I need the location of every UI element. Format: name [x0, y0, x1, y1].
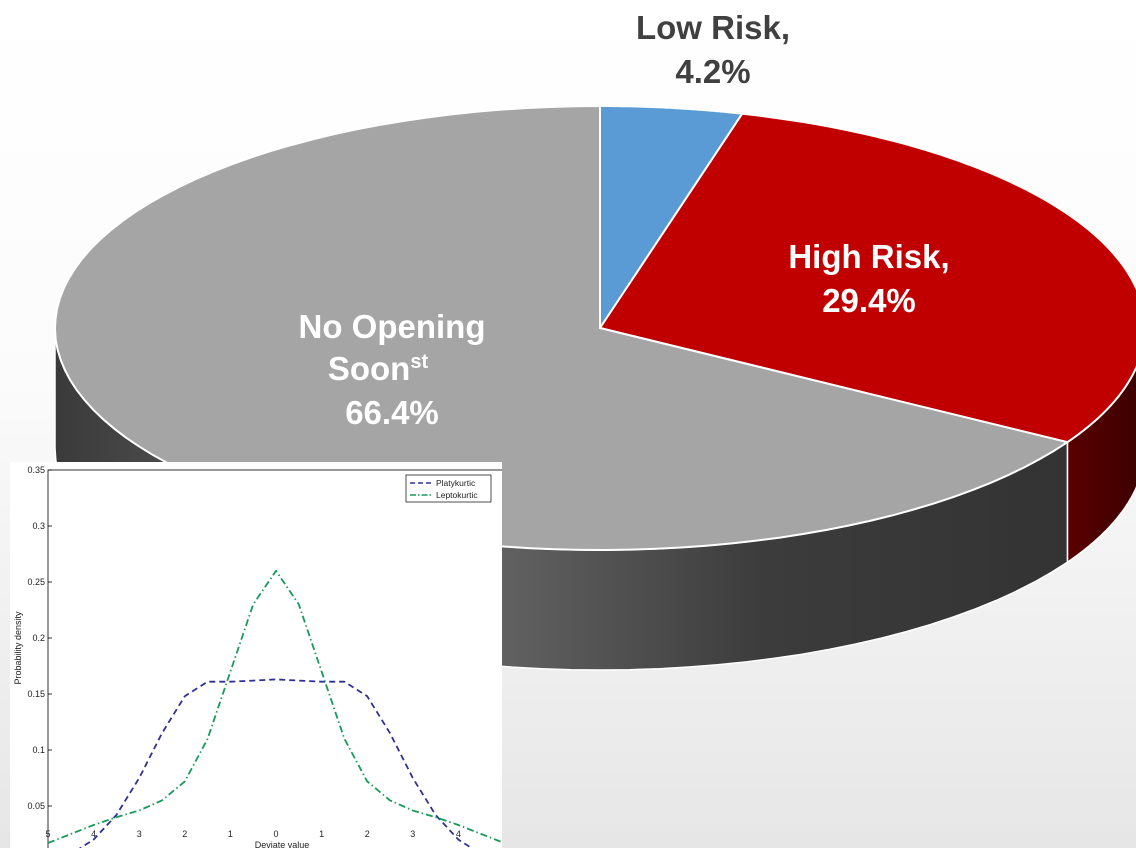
x-tick-label: 1	[228, 829, 233, 839]
no-opening-value: 66.4%	[345, 394, 439, 431]
pie-slice-0	[599, 105, 744, 332]
plot-lines	[47, 569, 502, 848]
y-tick-label: 0.05	[27, 801, 45, 811]
pie-labels: Low Risk, 4.2% High Risk, 29.4% No Openi…	[299, 9, 950, 431]
low-risk-value: 4.2%	[675, 53, 750, 90]
plot-frame	[47, 469, 502, 848]
legend: Platykurtic Leptokurtic	[405, 474, 492, 503]
density-plot-inset: 0 0.05 0.1 0.15 0.2 0.25 0.3 0.35 5 4 3 2 1 0 1 2 3 4 5 P…	[10, 462, 502, 848]
no-opening-label: No Opening	[299, 308, 486, 345]
legend-label-leptokurtic: Leptokurtic	[436, 490, 478, 500]
soon-label: Soonst	[328, 350, 429, 387]
series-line-leptokurtic	[47, 569, 502, 844]
high-risk-value: 29.4%	[822, 282, 916, 319]
density-plot: 0 0.05 0.1 0.15 0.2 0.25 0.3 0.35 5 4 3 2 1 0 1 2 3 4 5 P…	[13, 465, 502, 848]
x-tick-label: 0	[273, 829, 278, 839]
x-axis-ticks: 5 4 3 2 1 0 1 2 3 4 5	[45, 829, 502, 839]
x-tick-label: 3	[137, 829, 142, 839]
x-tick-label: 1	[319, 829, 324, 839]
x-tick-label: 2	[365, 829, 370, 839]
legend-box	[405, 474, 492, 503]
pie-slice-2	[53, 104, 1070, 552]
low-risk-label: Low Risk,	[636, 9, 790, 46]
x-tick-label: 3	[410, 829, 415, 839]
y-axis-ticks: 00.050.10.150.20.250.30.35	[27, 465, 52, 811]
soon-label-superscript: st	[410, 351, 428, 373]
high-risk-label: High Risk,	[788, 238, 949, 275]
legend-label-platykurtic: Platykurtic	[436, 478, 476, 488]
x-tick-label: 5	[45, 829, 50, 839]
y-tick-label: 0.2	[32, 633, 45, 643]
y-tick-label: 0.3	[32, 521, 45, 531]
series-line-platykurtic	[78, 678, 474, 848]
x-axis-title: Deviate value	[255, 840, 310, 848]
x-tick-label: 5	[501, 829, 502, 839]
y-axis-title: Probability density	[13, 611, 23, 685]
x-tick-label: 4	[456, 829, 461, 839]
y-tick-label: 0.15	[27, 689, 45, 699]
x-tick-label: 2	[182, 829, 187, 839]
y-tick-label: 0.35	[27, 465, 45, 475]
pie-top-faces	[53, 104, 1136, 552]
y-tick-label: 0.1	[32, 745, 45, 755]
x-tick-label: 4	[91, 829, 96, 839]
y-tick-label: 0.25	[27, 577, 45, 587]
soon-label-text: Soon	[328, 350, 410, 387]
